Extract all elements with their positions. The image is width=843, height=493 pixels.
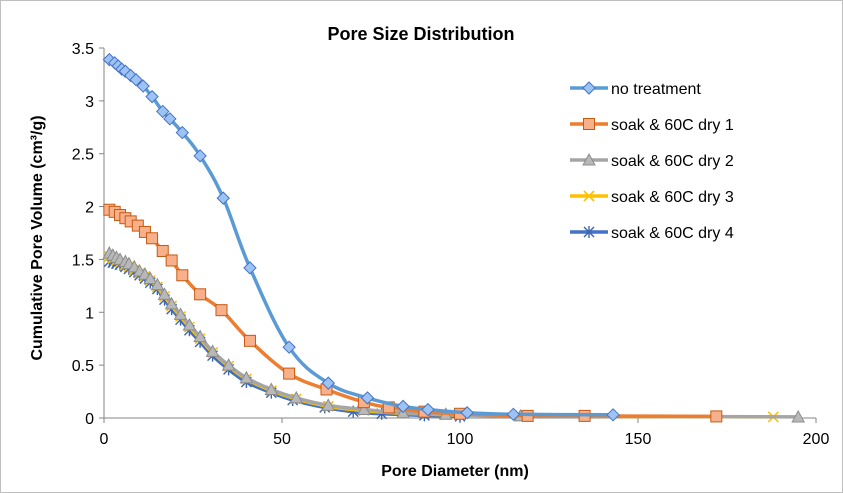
data-point bbox=[421, 402, 435, 417]
x-axis-title: Pore Diameter (nm) bbox=[381, 463, 529, 480]
data-point bbox=[193, 149, 207, 163]
legend-marker bbox=[582, 81, 596, 95]
x-tick-label: 150 bbox=[625, 431, 652, 448]
data-point bbox=[460, 406, 474, 420]
series-line bbox=[107, 254, 776, 419]
data-point bbox=[357, 402, 371, 416]
data-point bbox=[221, 358, 236, 371]
data-point bbox=[156, 104, 170, 119]
data-point bbox=[239, 370, 254, 384]
data-point bbox=[157, 287, 172, 300]
y-tick-label: 2.5 bbox=[72, 147, 94, 164]
data-point bbox=[176, 269, 189, 282]
y-tick-label: 1.5 bbox=[72, 252, 94, 269]
data-point bbox=[136, 79, 150, 93]
series-line bbox=[107, 251, 800, 419]
data-point bbox=[215, 304, 228, 317]
data-point bbox=[138, 225, 151, 238]
legend-marker bbox=[582, 152, 596, 166]
y-tick-label: 3.5 bbox=[72, 41, 94, 58]
y-tick-label: 0 bbox=[85, 411, 94, 428]
legend-entry: soak & 60C dry 4 bbox=[570, 225, 734, 242]
y-axis-ticks: 0 0.5 1 1.5 2 2.5 3 3.5 bbox=[72, 41, 104, 428]
legend-entry: soak & 60C dry 1 bbox=[570, 117, 734, 134]
legend-marker bbox=[583, 190, 595, 202]
data-point bbox=[791, 409, 806, 423]
legend-label: soak & 60C dry 3 bbox=[611, 189, 734, 206]
data-point bbox=[163, 112, 177, 126]
legend-entry: soak & 60C dry 3 bbox=[570, 189, 734, 206]
legend-entry: soak & 60C dry 2 bbox=[570, 152, 734, 170]
data-point bbox=[289, 390, 304, 404]
data-point bbox=[131, 219, 144, 232]
x-tick-label: 50 bbox=[273, 431, 291, 448]
x-tick-label: 100 bbox=[447, 431, 474, 448]
data-point bbox=[175, 125, 190, 140]
data-point bbox=[150, 277, 165, 291]
data-point bbox=[145, 89, 159, 104]
legend-label: soak & 60C dry 4 bbox=[611, 225, 734, 242]
data-point bbox=[156, 244, 169, 257]
data-point bbox=[129, 73, 143, 87]
data-point bbox=[243, 334, 256, 347]
legend-marker bbox=[583, 226, 595, 238]
series-layer bbox=[102, 52, 806, 423]
x-tick-label: 0 bbox=[100, 431, 109, 448]
data-point bbox=[194, 288, 207, 301]
x-axis-ticks: 0 50 100 150 200 bbox=[100, 418, 830, 448]
data-point bbox=[710, 410, 723, 423]
series-4 bbox=[103, 250, 779, 423]
data-point bbox=[606, 408, 620, 422]
legend: no treatment soak & 60C dry 1 soak & 60C d… bbox=[570, 81, 734, 242]
y-tick-label: 3 bbox=[85, 94, 94, 111]
data-point bbox=[165, 254, 178, 267]
data-point bbox=[173, 307, 188, 320]
data-point bbox=[321, 376, 335, 390]
y-axis-title: Cumulative Pore Volume (cm³/g) bbox=[29, 115, 46, 360]
y-tick-label: 2 bbox=[85, 200, 94, 217]
data-point bbox=[143, 271, 158, 284]
data-point bbox=[360, 391, 375, 405]
series-3 bbox=[102, 246, 806, 423]
y-tick-label: 1 bbox=[85, 305, 94, 322]
legend-entry: no treatment bbox=[570, 81, 701, 98]
data-point bbox=[506, 407, 521, 422]
data-point bbox=[205, 344, 220, 357]
y-tick-label: 0.5 bbox=[72, 358, 94, 375]
data-point bbox=[164, 296, 179, 310]
data-point bbox=[146, 232, 159, 245]
x-tick-label: 200 bbox=[803, 431, 830, 448]
data-point bbox=[216, 191, 230, 205]
legend-label: no treatment bbox=[611, 81, 701, 98]
series-1 bbox=[102, 52, 620, 422]
series-2 bbox=[103, 203, 723, 423]
legend-label: soak & 60C dry 1 bbox=[611, 117, 734, 134]
legend-marker bbox=[583, 118, 595, 130]
series-line bbox=[107, 57, 615, 417]
data-point bbox=[282, 340, 296, 354]
data-point bbox=[321, 398, 336, 411]
data-point bbox=[243, 261, 257, 275]
legend-label: soak & 60C dry 2 bbox=[611, 153, 734, 170]
data-point bbox=[182, 317, 197, 331]
data-point bbox=[193, 329, 207, 343]
data-point bbox=[396, 399, 410, 414]
data-point bbox=[264, 382, 279, 395]
data-point bbox=[283, 367, 296, 380]
chart-title: Pore Size Distribution bbox=[327, 24, 514, 44]
